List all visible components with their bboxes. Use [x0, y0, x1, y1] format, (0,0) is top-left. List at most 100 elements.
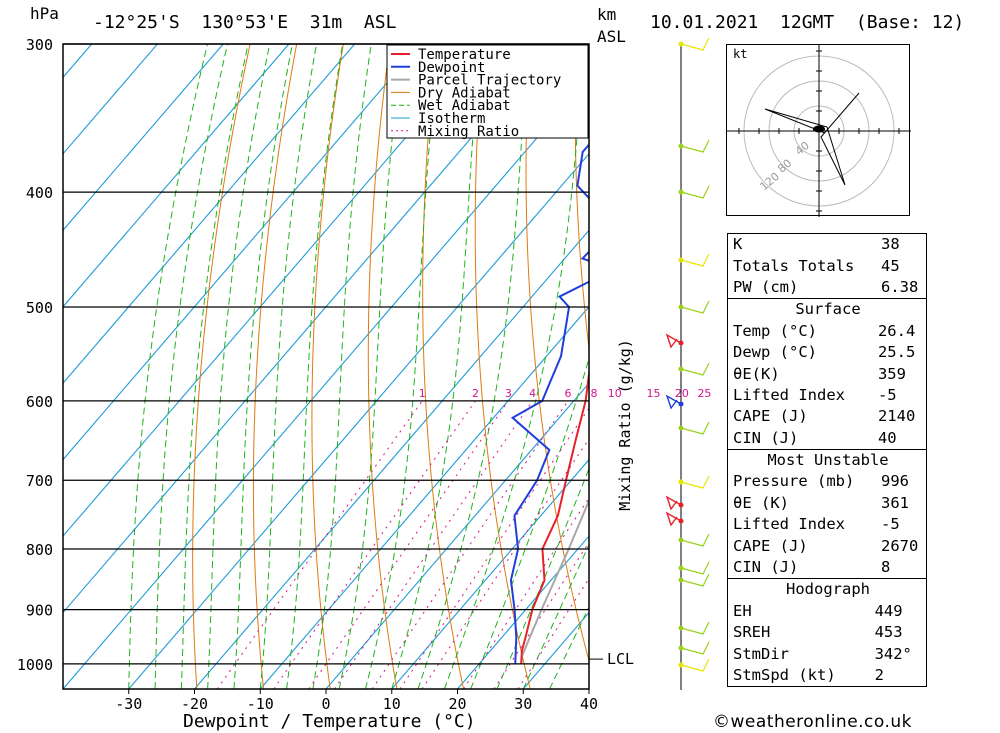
index-label: Pressure (mb) — [733, 472, 855, 491]
wet-adiabat-line — [207, 44, 271, 689]
wind-barb-shaft — [680, 475, 710, 489]
wind-barb-shaft — [680, 621, 710, 635]
pressure-tick-label: 300 — [26, 36, 53, 54]
dry-adiabat-line — [192, 44, 251, 689]
wind-barb-shaft — [680, 533, 710, 547]
pressure-tick-label: 800 — [26, 541, 53, 559]
lcl-label: LCL — [607, 650, 634, 668]
hodograph-ring-label: 120 — [758, 170, 782, 193]
index-row: CIN (J) 40 — [728, 428, 928, 449]
index-label: CIN (J) — [733, 558, 799, 577]
pressure-tick-label: 900 — [26, 602, 53, 620]
surface-indices: Surface Temp (°C) 26.4 Dewp (°C) 25.5 θE(K) 35… — [727, 298, 927, 449]
wind-barb-shaft — [680, 561, 710, 575]
wet-adiabat-line — [443, 44, 585, 689]
index-value: -5 — [881, 515, 900, 534]
pressure-tick-label: 1000 — [17, 656, 53, 674]
wind-barb — [665, 511, 684, 527]
isotherm-line — [456, 535, 589, 689]
legend-entry: Wet Adiabat — [418, 98, 511, 114]
wet-adiabat-line — [154, 44, 229, 689]
index-value: 26.4 — [877, 321, 916, 340]
index-row: θE(K) 359 — [728, 363, 928, 384]
index-value: 40 — [877, 428, 897, 447]
index-row: Dewp (°C) 25.5 — [728, 342, 928, 363]
wet-adiabat-line — [233, 44, 293, 689]
wet-adiabat-line — [312, 44, 372, 689]
indices-section-title: Most Unstable — [767, 451, 889, 470]
wet-adiabat-line — [549, 605, 589, 689]
wet-adiabat-line — [417, 44, 530, 689]
wind-barb — [678, 641, 710, 655]
dry-adiabat-line — [367, 44, 398, 689]
mixing-ratio-tick-label: 10 — [608, 387, 622, 400]
index-value: 359 — [877, 364, 906, 383]
pressure-tick-label: 400 — [26, 184, 53, 202]
index-value: 25.5 — [877, 343, 916, 362]
wind-barb-shaft — [680, 362, 710, 376]
wet-adiabat-line — [391, 44, 482, 689]
index-value: 996 — [881, 472, 909, 491]
isotherm-line — [391, 458, 589, 689]
copyright-link[interactable]: ©weatheronline.co.uk — [713, 712, 913, 732]
wind-barb — [665, 333, 684, 349]
wind-barb — [678, 475, 710, 489]
isotherm-line — [63, 44, 422, 461]
isotherm-line — [63, 44, 290, 308]
wet-adiabat-line — [338, 44, 404, 689]
isotherm-line — [325, 382, 589, 689]
index-label: EH — [733, 601, 752, 620]
index-row: EH 449 — [728, 601, 928, 622]
index-value: 2140 — [877, 407, 916, 426]
x-tick-label: 0 — [321, 695, 330, 713]
storm-motion-marker — [813, 125, 825, 133]
isotherm-line — [193, 229, 589, 689]
x-tick-label: -10 — [247, 695, 274, 713]
index-row: Lifted Index -5 — [728, 514, 928, 535]
wind-barb-shaft — [680, 253, 710, 267]
index-label: CAPE (J) — [733, 407, 808, 426]
wind-barb — [678, 533, 710, 547]
index-value: 8 — [881, 558, 891, 577]
wind-barb — [678, 561, 710, 575]
index-label: CIN (J) — [733, 428, 799, 447]
km-label: km — [597, 5, 617, 24]
index-value: 453 — [874, 623, 903, 642]
legend-entry: Temperature — [418, 47, 511, 63]
wind-barb-shaft — [680, 300, 710, 314]
isotherm-line — [63, 44, 553, 614]
index-label: Dewp (°C) — [733, 343, 817, 362]
index-label: θE(K) — [733, 364, 780, 383]
index-label: Temp (°C) — [733, 321, 817, 340]
isotherm-line — [63, 44, 487, 537]
dry-adiabat-line — [525, 44, 589, 663]
wet-adiabat-line — [259, 44, 318, 689]
wind-barb — [678, 253, 710, 267]
mixing-ratio-tick-label: 1 — [419, 387, 426, 400]
wind-barb-shaft — [680, 658, 710, 672]
mixing-ratio-tick-label: 3 — [505, 387, 512, 400]
pressure-tick-label: 500 — [26, 299, 53, 317]
index-value: 2670 — [881, 536, 919, 555]
mixing-ratio-tick-label: 15 — [646, 387, 660, 400]
index-value: 6.38 — [881, 277, 919, 296]
legend-box — [386, 44, 589, 139]
index-row: CAPE (J) 2140 — [728, 406, 928, 427]
mixing-ratio-tick-label: 8 — [591, 387, 598, 400]
mixing-ratio-line — [493, 541, 589, 689]
isotherm-line — [63, 44, 356, 385]
index-label: Totals Totals — [733, 256, 855, 275]
indices-panel: K 38 Totals Totals 45 PW (cm) 6.38 Surface Tem… — [727, 233, 928, 688]
mixing-ratio-line — [463, 497, 589, 689]
location-title: -12°25'S 130°53'E 31m ASL — [93, 12, 397, 33]
mixing-ratio-tick-label: 4 — [529, 387, 536, 400]
wind-barb — [678, 658, 710, 672]
index-label: PW (cm) — [733, 277, 799, 296]
parcel-trajectory-line — [520, 498, 589, 664]
index-value: 38 — [881, 235, 900, 254]
index-value: -5 — [877, 385, 897, 404]
index-value: 342° — [874, 644, 912, 663]
